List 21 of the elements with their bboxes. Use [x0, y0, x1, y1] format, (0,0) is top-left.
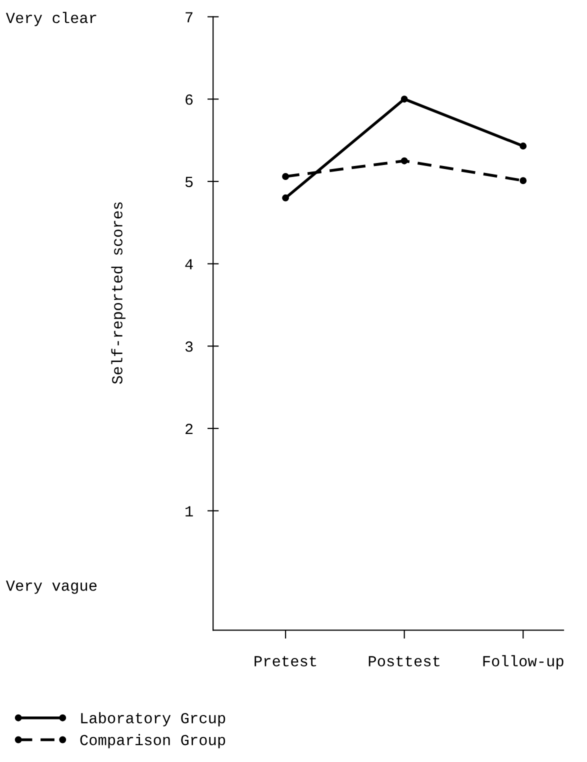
y-tick-label: 4	[185, 259, 193, 270]
x-tick-label: Pretest	[254, 656, 316, 666]
legend-label: Laboratory Grcup	[81, 712, 226, 726]
legend-label: Comparison Group	[80, 734, 226, 748]
x-tick-label: Follow-up	[483, 655, 564, 670]
point	[520, 177, 527, 184]
y-tick-label: 5	[185, 176, 193, 188]
point	[520, 142, 527, 150]
point	[400, 96, 408, 103]
y-tick-label: 3	[185, 341, 193, 352]
y-tick-label: 2	[186, 424, 193, 434]
text: Very vague	[6, 580, 97, 594]
y-tick-label: 7	[186, 12, 192, 22]
y-axis-title: Self-reported scores	[111, 202, 126, 384]
text: Very clear	[6, 12, 96, 26]
y-tick-label: 1	[186, 506, 193, 516]
point	[400, 157, 408, 164]
point	[282, 194, 290, 202]
x-tick-label: Posttest	[368, 656, 440, 666]
point	[282, 173, 290, 180]
y-tick-label: 6	[186, 94, 193, 105]
